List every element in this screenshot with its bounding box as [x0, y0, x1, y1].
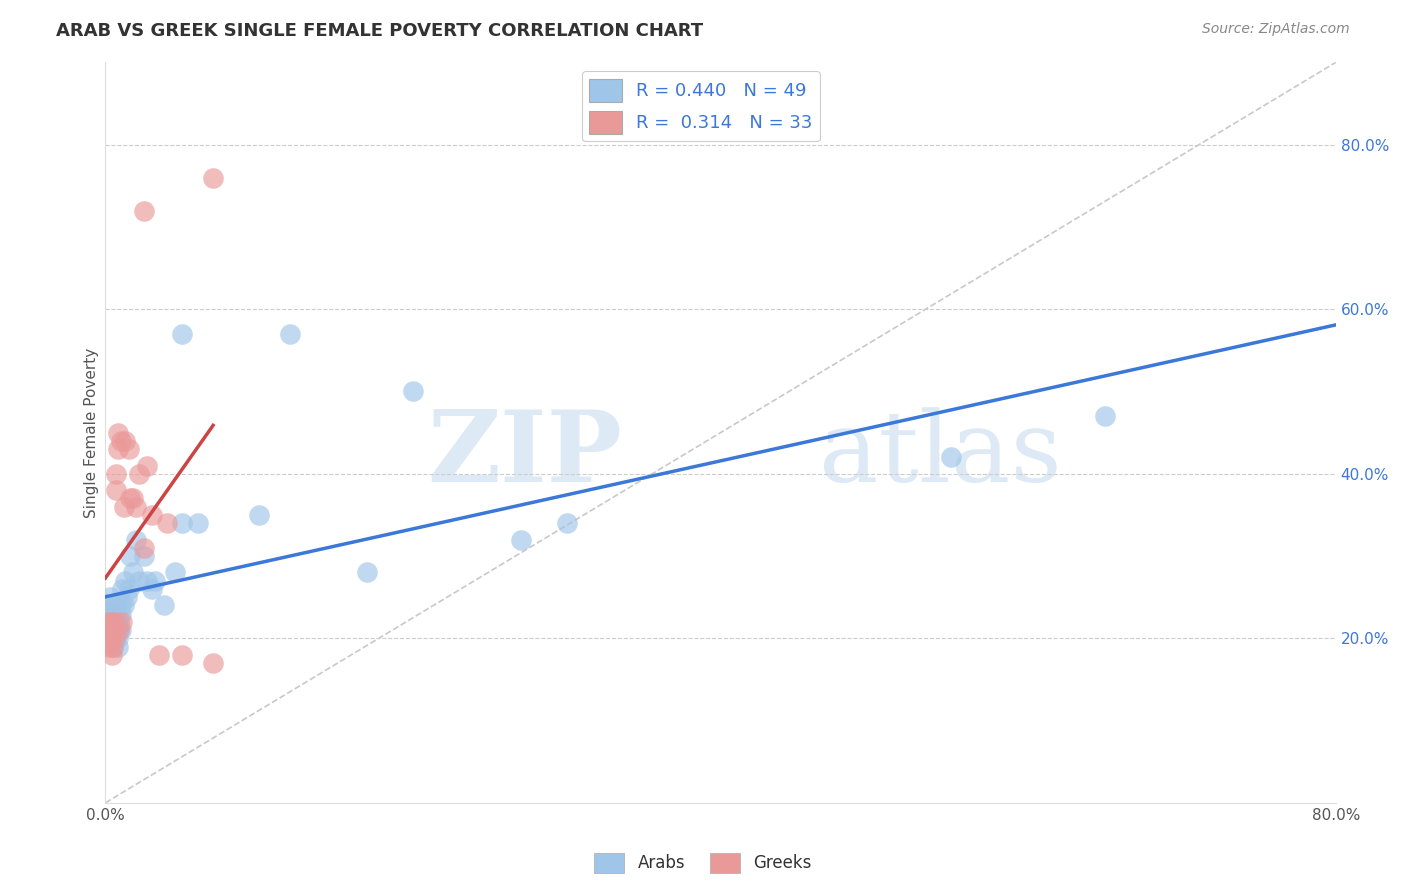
Point: [96, 615, 118, 629]
Point: [509, 533, 531, 547]
Point: [136, 574, 159, 588]
Point: [108, 615, 131, 629]
Point: [132, 203, 155, 218]
Point: [104, 607, 127, 621]
Point: [107, 640, 129, 654]
Point: [110, 599, 132, 613]
Point: [1094, 409, 1116, 424]
Point: [97, 623, 120, 637]
Point: [132, 541, 155, 555]
Point: [96, 615, 118, 629]
Point: [115, 590, 138, 604]
Point: [125, 533, 148, 547]
Point: [96, 615, 118, 629]
Point: [148, 648, 170, 662]
Point: [101, 623, 124, 637]
Point: [114, 434, 136, 448]
Point: [101, 615, 124, 629]
Point: [105, 599, 128, 613]
Point: [141, 582, 163, 596]
Point: [107, 615, 129, 629]
Point: [105, 615, 128, 629]
Point: [111, 615, 134, 629]
Point: [101, 640, 124, 654]
Point: [96, 607, 118, 621]
Point: [122, 566, 145, 580]
Point: [98, 615, 121, 629]
Point: [117, 442, 139, 456]
Point: [941, 450, 963, 465]
Point: [247, 508, 270, 522]
Point: [98, 632, 121, 646]
Legend: R = 0.440   N = 49, R =  0.314   N = 33: R = 0.440 N = 49, R = 0.314 N = 33: [582, 71, 820, 141]
Point: [100, 632, 122, 646]
Point: [96, 599, 118, 613]
Point: [132, 549, 155, 563]
Point: [101, 623, 124, 637]
Text: Source: ZipAtlas.com: Source: ZipAtlas.com: [1202, 22, 1350, 37]
Point: [105, 483, 128, 498]
Point: [97, 632, 120, 646]
Point: [143, 574, 166, 588]
Point: [105, 623, 128, 637]
Legend: Arabs, Greeks: Arabs, Greeks: [588, 847, 818, 880]
Point: [104, 632, 127, 646]
Point: [125, 500, 148, 514]
Point: [110, 607, 132, 621]
Point: [98, 623, 121, 637]
Point: [187, 516, 209, 530]
Point: [202, 170, 225, 185]
Point: [98, 590, 121, 604]
Point: [402, 384, 425, 399]
Point: [98, 632, 121, 646]
Point: [163, 566, 186, 580]
Point: [202, 656, 225, 670]
Text: ARAB VS GREEK SINGLE FEMALE POVERTY CORRELATION CHART: ARAB VS GREEK SINGLE FEMALE POVERTY CORR…: [56, 22, 703, 40]
Point: [172, 516, 194, 530]
Point: [104, 632, 127, 646]
Point: [110, 623, 132, 637]
Point: [96, 623, 118, 637]
Point: [128, 574, 150, 588]
Point: [555, 516, 578, 530]
Point: [111, 582, 134, 596]
Point: [110, 434, 132, 448]
Point: [141, 508, 163, 522]
Point: [108, 623, 131, 637]
Point: [104, 615, 127, 629]
Point: [156, 516, 179, 530]
Point: [107, 425, 129, 440]
Point: [100, 615, 122, 629]
Point: [100, 607, 122, 621]
Point: [136, 458, 159, 473]
Point: [108, 623, 131, 637]
Point: [97, 607, 120, 621]
Point: [356, 566, 378, 580]
Point: [128, 467, 150, 481]
Point: [107, 442, 129, 456]
Text: atlas: atlas: [818, 407, 1062, 503]
Point: [105, 467, 128, 481]
Point: [107, 632, 129, 646]
Point: [97, 640, 120, 654]
Text: ZIP: ZIP: [427, 407, 621, 503]
Point: [112, 599, 135, 613]
Point: [117, 582, 139, 596]
Point: [120, 549, 141, 563]
Point: [112, 500, 135, 514]
Point: [120, 491, 141, 506]
Point: [278, 326, 301, 341]
Point: [172, 326, 194, 341]
Y-axis label: Single Female Poverty: Single Female Poverty: [83, 348, 98, 517]
Point: [100, 648, 122, 662]
Point: [101, 640, 124, 654]
Point: [114, 574, 136, 588]
Point: [122, 491, 145, 506]
Point: [172, 648, 194, 662]
Point: [153, 599, 176, 613]
